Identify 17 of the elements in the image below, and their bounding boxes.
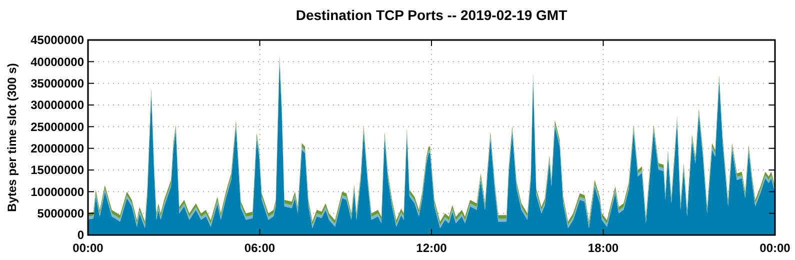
y-axis-title: Bytes per time slot (300 s) (5, 63, 19, 212)
y-tick-label: 0 (77, 228, 84, 242)
y-tick-label: 45000000 (30, 33, 84, 48)
y-tick-label: 15000000 (30, 163, 84, 178)
x-tick-label: 00:00 (72, 241, 104, 255)
x-tick-label: 00:00 (760, 241, 791, 255)
y-tick-label: 35000000 (30, 76, 84, 91)
y-tick-label: 10000000 (30, 184, 84, 199)
y-tick-label: 40000000 (30, 54, 84, 69)
y-tick-label: 5000000 (37, 206, 84, 221)
x-tick-label: 18:00 (588, 241, 619, 255)
chart-title: Destination TCP Ports -- 2019-02-19 GMT (296, 7, 568, 23)
x-tick-label: 06:00 (244, 241, 276, 255)
y-tick-label: 30000000 (30, 98, 84, 112)
x-tick-label: 12:00 (416, 241, 448, 255)
y-tick-label: 25000000 (30, 120, 84, 134)
y-tick-label: 20000000 (30, 142, 84, 156)
